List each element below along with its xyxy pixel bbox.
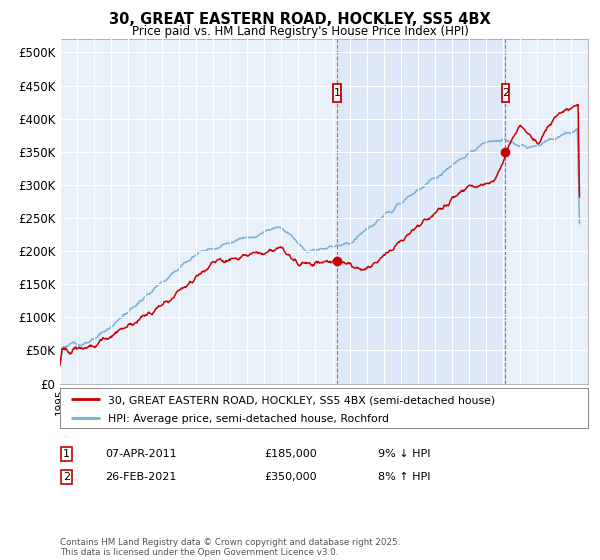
Text: 07-APR-2011: 07-APR-2011 [105,449,176,459]
Text: 2: 2 [63,472,70,482]
Text: 30, GREAT EASTERN ROAD, HOCKLEY, SS5 4BX: 30, GREAT EASTERN ROAD, HOCKLEY, SS5 4BX [109,12,491,27]
Text: Price paid vs. HM Land Registry's House Price Index (HPI): Price paid vs. HM Land Registry's House … [131,25,469,38]
Text: 26-FEB-2021: 26-FEB-2021 [105,472,176,482]
Bar [502,83,509,102]
Text: 9% ↓ HPI: 9% ↓ HPI [378,449,431,459]
Bar [337,39,505,384]
Text: Contains HM Land Registry data © Crown copyright and database right 2025.
This d: Contains HM Land Registry data © Crown c… [60,538,400,557]
Text: £350,000: £350,000 [264,472,317,482]
Text: 1: 1 [334,88,341,98]
Text: 1: 1 [63,449,70,459]
Text: 2: 2 [502,88,509,98]
Text: 8% ↑ HPI: 8% ↑ HPI [378,472,431,482]
Text: HPI: Average price, semi-detached house, Rochford: HPI: Average price, semi-detached house,… [107,414,389,424]
Bar [333,83,341,102]
Text: 30, GREAT EASTERN ROAD, HOCKLEY, SS5 4BX (semi-detached house): 30, GREAT EASTERN ROAD, HOCKLEY, SS5 4BX… [107,395,494,405]
Text: £185,000: £185,000 [264,449,317,459]
